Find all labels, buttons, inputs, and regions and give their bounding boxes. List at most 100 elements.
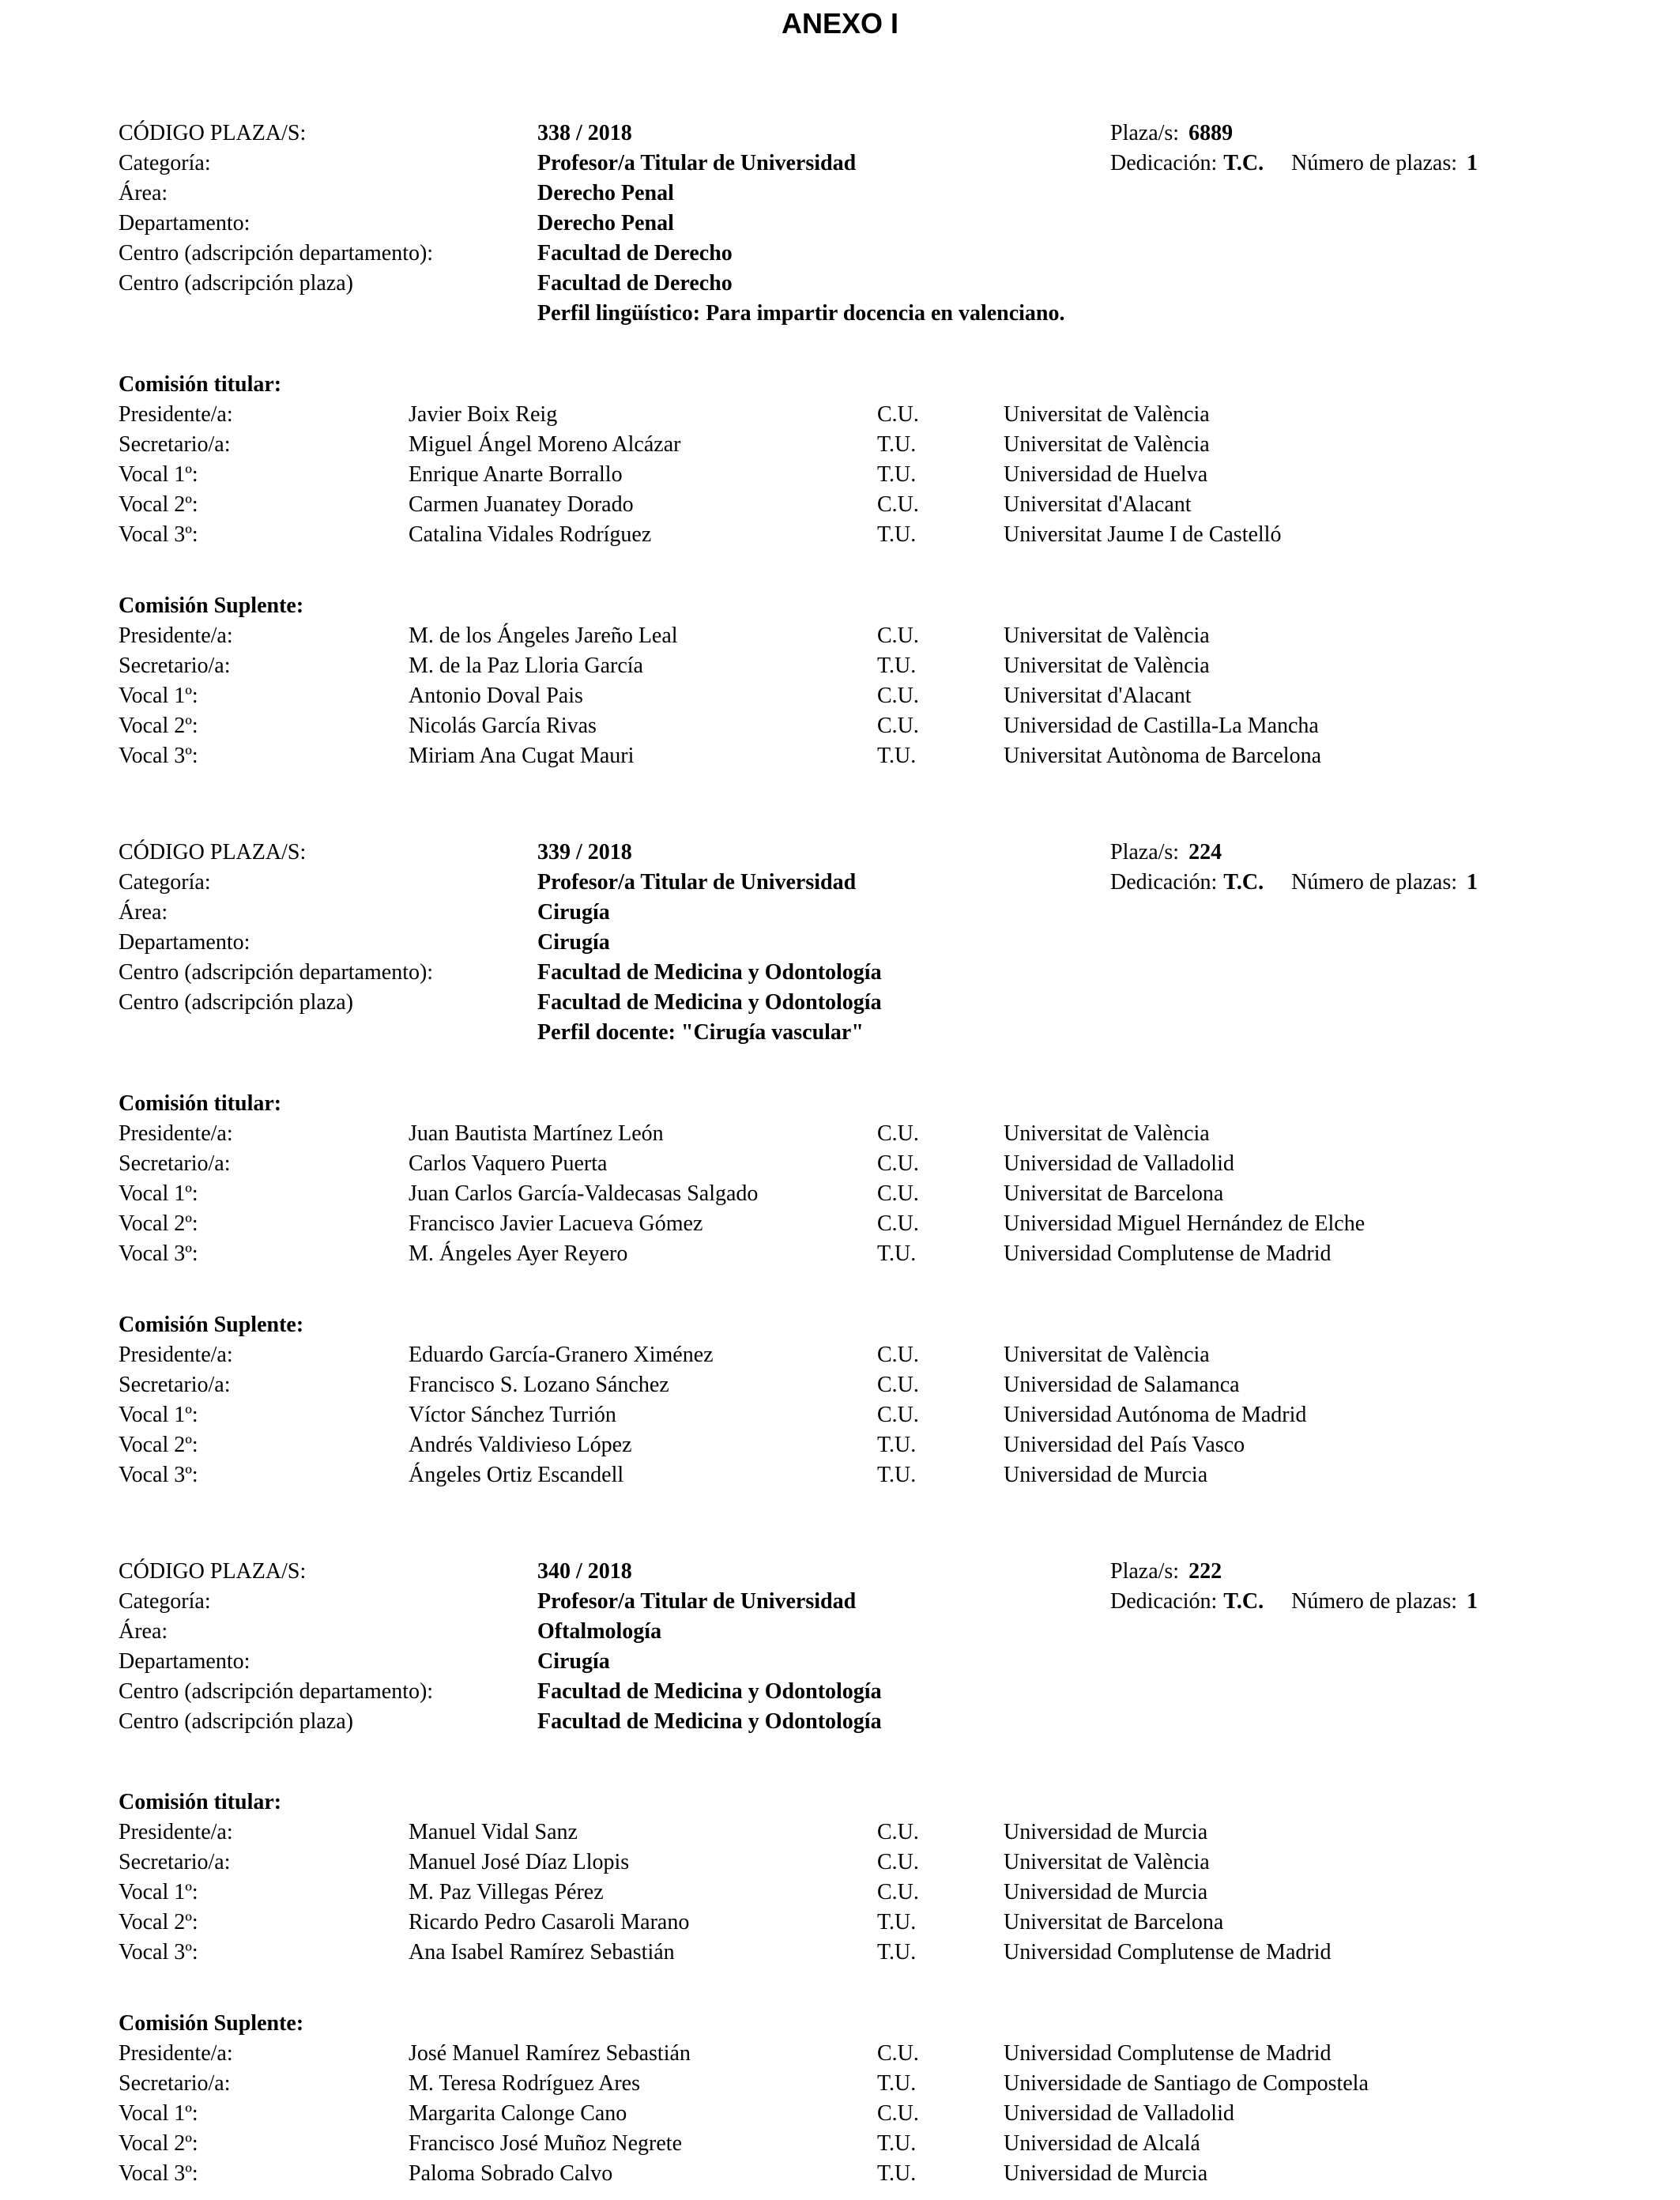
codigo-value: 340 / 2018 bbox=[537, 1559, 632, 1584]
dedicacion-info: Dedicación: T.C. Número de plazas: 1 bbox=[1110, 868, 1625, 898]
member-role: Vocal 3º: bbox=[119, 522, 198, 547]
commission-member-row: Vocal 3º: Paloma Sobrado Calvo T.U. Univ… bbox=[119, 2159, 1625, 2189]
member-role: Vocal 2º: bbox=[119, 1433, 198, 1457]
centro-departamento-label: Centro (adscripción departamento): bbox=[119, 1679, 434, 1704]
member-name: Miguel Ángel Moreno Alcázar bbox=[409, 432, 681, 457]
centro-departamento-value: Facultad de Derecho bbox=[537, 241, 733, 266]
member-name: Eduardo García-Granero Ximénez bbox=[409, 1343, 714, 1367]
member-role: Vocal 3º: bbox=[119, 2161, 198, 2186]
member-category: C.U. bbox=[877, 2041, 919, 2066]
commission-suplente-list: Presidente/a: José Manuel Ramírez Sebast… bbox=[119, 2039, 1625, 2189]
member-role: Secretario/a: bbox=[119, 1151, 231, 1176]
commission-member-row: Vocal 2º: Andrés Valdivieso López T.U. U… bbox=[119, 1430, 1625, 1460]
member-university: Universidad de Castilla-La Mancha bbox=[1004, 714, 1319, 738]
field-row-categoria: Categoría: Profesor/a Titular de Univers… bbox=[119, 1587, 1625, 1617]
numero-plazas-value: 1 bbox=[1467, 151, 1478, 175]
categoria-value: Profesor/a Titular de Universidad bbox=[537, 151, 857, 175]
member-role: Presidente/a: bbox=[119, 623, 233, 648]
area-value: Cirugía bbox=[537, 900, 610, 925]
member-university: Universidad de Huelva bbox=[1004, 462, 1208, 487]
commission-suplente-list: Presidente/a: Eduardo García-Granero Xim… bbox=[119, 1340, 1625, 1490]
commission-member-row: Vocal 1º: Víctor Sánchez Turrión C.U. Un… bbox=[119, 1400, 1625, 1430]
commission-suplente-heading: Comisión Suplente: bbox=[119, 1313, 304, 1337]
commission-member-row: Presidente/a: Eduardo García-Granero Xim… bbox=[119, 1340, 1625, 1370]
area-label: Área: bbox=[119, 900, 168, 925]
member-role: Vocal 1º: bbox=[119, 462, 198, 487]
member-name: José Manuel Ramírez Sebastián bbox=[409, 2041, 691, 2066]
plaza-block-338: CÓDIGO PLAZA/S: 338 / 2018 Plaza/s: 6889 … bbox=[119, 119, 1625, 771]
member-university: Universidad de Murcia bbox=[1004, 1463, 1208, 1487]
commission-titular-heading: Comisión titular: bbox=[119, 372, 282, 397]
commission-member-row: Presidente/a: Manuel Vidal Sanz C.U. Uni… bbox=[119, 1818, 1625, 1848]
member-category: C.U. bbox=[877, 1403, 919, 1427]
centro-departamento-value: Facultad de Medicina y Odontología bbox=[537, 960, 882, 985]
plaza-info: Plaza/s: 6889 bbox=[1110, 119, 1625, 149]
departamento-value: Cirugía bbox=[537, 1649, 610, 1674]
member-university: Universidad Complutense de Madrid bbox=[1004, 2041, 1332, 2066]
commission-member-row: Vocal 2º: Francisco José Muñoz Negrete T… bbox=[119, 2129, 1625, 2159]
member-university: Universidad de Valladolid bbox=[1004, 2101, 1234, 2126]
member-category: T.U. bbox=[877, 462, 917, 487]
plaza-info: Plaza/s: 222 bbox=[1110, 1557, 1625, 1587]
member-university: Universitat de València bbox=[1004, 1343, 1210, 1367]
member-role: Vocal 2º: bbox=[119, 1211, 198, 1236]
member-role: Secretario/a: bbox=[119, 1373, 231, 1397]
commission-member-row: Secretario/a: Francisco S. Lozano Sánche… bbox=[119, 1370, 1625, 1400]
member-category: T.U. bbox=[877, 1433, 917, 1457]
codigo-value: 338 / 2018 bbox=[537, 121, 632, 145]
member-role: Vocal 3º: bbox=[119, 1940, 198, 1965]
member-category: T.U. bbox=[877, 744, 917, 768]
field-row-centro-plaza: Centro (adscripción plaza) Facultad de M… bbox=[119, 988, 1625, 1018]
field-row-area: Área: Cirugía bbox=[119, 898, 1625, 928]
member-university: Universitat d'Alacant bbox=[1004, 492, 1192, 517]
member-name: Manuel José Díaz Llopis bbox=[409, 1850, 630, 1874]
plaza-label: Plaza/s: bbox=[1110, 1559, 1180, 1584]
member-role: Secretario/a: bbox=[119, 432, 231, 457]
member-name: Francisco S. Lozano Sánchez bbox=[409, 1373, 669, 1397]
departamento-label: Departamento: bbox=[119, 211, 250, 235]
commission-titular-heading: Comisión titular: bbox=[119, 1091, 282, 1116]
member-name: Juan Carlos García-Valdecasas Salgado bbox=[409, 1181, 759, 1206]
member-university: Universidad Complutense de Madrid bbox=[1004, 1940, 1332, 1965]
plaza-block-339: CÓDIGO PLAZA/S: 339 / 2018 Plaza/s: 224 C… bbox=[119, 838, 1625, 1490]
plaza-info: Plaza/s: 224 bbox=[1110, 838, 1625, 868]
dedicacion-info: Dedicación: T.C. Número de plazas: 1 bbox=[1110, 149, 1625, 179]
member-university: Universitat de València bbox=[1004, 1121, 1210, 1146]
member-category: T.U. bbox=[877, 1241, 917, 1266]
member-role: Vocal 2º: bbox=[119, 1910, 198, 1934]
commission-member-row: Vocal 3º: M. Ángeles Ayer Reyero T.U. Un… bbox=[119, 1239, 1625, 1269]
member-name: Andrés Valdivieso López bbox=[409, 1433, 632, 1457]
commission-member-row: Vocal 2º: Ricardo Pedro Casaroli Marano … bbox=[119, 1908, 1625, 1938]
member-name: M. Teresa Rodríguez Ares bbox=[409, 2071, 641, 2096]
numero-plazas-label: Número de plazas: bbox=[1291, 1589, 1458, 1614]
dedicacion-label: Dedicación: bbox=[1110, 870, 1218, 895]
field-row-centro-departamento: Centro (adscripción departamento): Facul… bbox=[119, 1677, 1625, 1707]
document-page: ANEXO I CÓDIGO PLAZA/S: 338 / 2018 Plaza… bbox=[0, 6, 1680, 2200]
area-label: Área: bbox=[119, 1619, 168, 1644]
codigo-label: CÓDIGO PLAZA/S: bbox=[119, 1559, 307, 1584]
centro-plaza-value: Facultad de Medicina y Odontología bbox=[537, 1709, 882, 1734]
member-name: Margarita Calonge Cano bbox=[409, 2101, 627, 2126]
member-category: T.U. bbox=[877, 2161, 917, 2186]
member-university: Universitat d'Alacant bbox=[1004, 684, 1192, 708]
codigo-label: CÓDIGO PLAZA/S: bbox=[119, 121, 307, 145]
field-row-departamento: Departamento: Derecho Penal bbox=[119, 209, 1625, 239]
member-role: Secretario/a: bbox=[119, 654, 231, 678]
centro-departamento-label: Centro (adscripción departamento): bbox=[119, 241, 434, 266]
commission-member-row: Vocal 1º: Antonio Doval Pais C.U. Univer… bbox=[119, 681, 1625, 711]
plaza-label: Plaza/s: bbox=[1110, 121, 1180, 145]
commission-member-row: Vocal 2º: Francisco Javier Lacueva Gómez… bbox=[119, 1209, 1625, 1239]
member-role: Vocal 3º: bbox=[119, 1241, 198, 1266]
commission-member-row: Vocal 3º: Catalina Vidales Rodríguez T.U… bbox=[119, 520, 1625, 550]
departamento-label: Departamento: bbox=[119, 1649, 250, 1674]
commission-member-row: Presidente/a: José Manuel Ramírez Sebast… bbox=[119, 2039, 1625, 2069]
member-category: C.U. bbox=[877, 1373, 919, 1397]
commission-member-row: Secretario/a: Carlos Vaquero Puerta C.U.… bbox=[119, 1149, 1625, 1179]
member-university: Universidad de Alcalá bbox=[1004, 2131, 1200, 2156]
field-row-perfil: Perfil docente: "Cirugía vascular" bbox=[119, 1018, 1625, 1048]
commission-member-row: Vocal 2º: Carmen Juanatey Dorado C.U. Un… bbox=[119, 490, 1625, 520]
centro-plaza-label: Centro (adscripción plaza) bbox=[119, 990, 353, 1015]
categoria-value: Profesor/a Titular de Universidad bbox=[537, 1589, 857, 1614]
field-row-centro-plaza: Centro (adscripción plaza) Facultad de D… bbox=[119, 269, 1625, 299]
member-category: T.U. bbox=[877, 1940, 917, 1965]
